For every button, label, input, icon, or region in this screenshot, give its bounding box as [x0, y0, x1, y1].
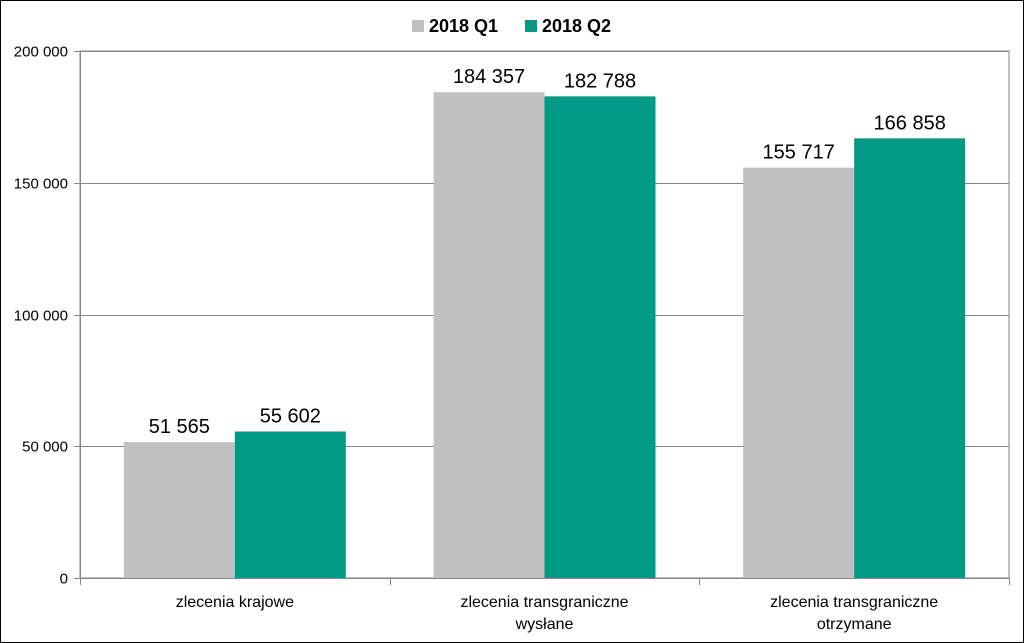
data-label: 166 858	[874, 112, 946, 134]
data-label: 55 602	[260, 405, 321, 427]
data-labels: 51 565 55 602 184 357 182 788 155 717 166 858	[149, 66, 946, 438]
legend-swatch	[412, 20, 424, 32]
bar	[854, 138, 966, 578]
bar	[743, 167, 855, 578]
bar	[123, 442, 235, 578]
bar	[234, 431, 346, 578]
data-label: 182 788	[564, 70, 636, 92]
data-label: 184 357	[453, 66, 525, 88]
y-tick-label: 100 000	[14, 308, 68, 325]
y-tick-label: 200 000	[14, 44, 68, 61]
data-label: 51 565	[149, 416, 210, 438]
axes: 0 50 000 100 000 150 000 200 000 zlecenia kra…	[14, 44, 1010, 633]
bar	[544, 96, 656, 578]
legend-label: 2018 Q1	[429, 16, 498, 36]
y-tick-label: 0	[60, 571, 68, 588]
y-tick-label: 50 000	[22, 439, 68, 456]
bar	[433, 92, 545, 579]
x-category-label: zlecenia krajowe	[176, 594, 294, 611]
data-label: 155 717	[763, 142, 835, 164]
x-category-label: zlecenia transgraniczne	[460, 594, 628, 611]
x-category-label: zlecenia transgraniczne	[770, 594, 938, 611]
bars	[123, 92, 966, 579]
legend: 2018 Q1 2018 Q2	[412, 16, 611, 36]
legend-swatch	[525, 20, 537, 32]
legend-label: 2018 Q2	[542, 16, 611, 36]
y-tick-label: 150 000	[14, 176, 68, 193]
x-category-label: otrzymane	[817, 616, 892, 633]
x-category-label: wysłane	[515, 616, 574, 633]
